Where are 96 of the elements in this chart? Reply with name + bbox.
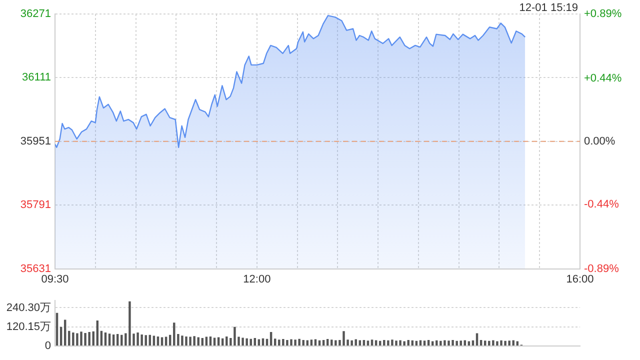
bar	[177, 334, 180, 346]
bar	[310, 340, 313, 346]
bar	[181, 336, 184, 346]
y2-tick-label: -0.89%	[584, 262, 620, 275]
bar	[350, 340, 353, 346]
y-tick-label: 35791	[20, 199, 51, 212]
bar	[322, 340, 325, 346]
bar	[342, 331, 345, 346]
bar	[431, 341, 434, 346]
bar	[140, 334, 143, 346]
bar	[290, 339, 292, 346]
bar	[84, 332, 86, 346]
bar	[108, 334, 111, 346]
bar	[234, 326, 236, 346]
bar	[270, 332, 272, 346]
bar	[407, 340, 410, 346]
bar	[496, 341, 498, 346]
bar	[156, 336, 160, 346]
y-tick-label: 35951	[20, 135, 51, 148]
y-tick-label: 240.30万	[6, 302, 51, 314]
chart-subtitle: 12-01 15:19	[519, 2, 578, 14]
bar	[444, 340, 446, 346]
bar	[448, 340, 450, 346]
y-tick-label: 36271	[20, 8, 51, 20]
bar	[56, 312, 58, 346]
y2-tick-label: 0.00%	[584, 135, 616, 148]
bar	[366, 340, 370, 346]
bar	[173, 322, 176, 346]
bar	[226, 336, 228, 346]
y-tick-label: 36111	[22, 72, 51, 84]
y-tick-label: 120.15万	[6, 320, 51, 333]
x-tick-label: 16:00	[566, 273, 594, 286]
bar	[254, 338, 256, 346]
bar	[274, 338, 276, 346]
bar	[185, 336, 188, 346]
bar	[452, 340, 454, 346]
x-tick-label: 09:30	[41, 273, 69, 286]
bar	[399, 340, 402, 346]
y2-tick-label: +0.89%	[584, 8, 622, 20]
bar	[116, 334, 119, 346]
bar	[370, 340, 374, 346]
bar	[334, 340, 337, 346]
bar	[440, 340, 442, 346]
bar	[403, 341, 406, 346]
bar	[242, 338, 244, 346]
bar	[278, 340, 280, 346]
bar	[508, 340, 510, 346]
bar	[500, 340, 502, 346]
bar	[136, 332, 139, 346]
bar	[294, 340, 296, 346]
y2-tick-label: -0.44%	[584, 198, 620, 210]
bar	[484, 340, 486, 346]
bar	[128, 301, 131, 346]
bar	[96, 320, 99, 346]
bar	[492, 340, 494, 346]
bar	[387, 340, 390, 346]
bar	[427, 340, 430, 346]
bar	[217, 337, 220, 346]
x-tick-label: 12:00	[243, 273, 271, 286]
y-tick-label: 0	[44, 340, 51, 352]
bar	[201, 338, 204, 346]
bar	[456, 340, 458, 346]
bar	[468, 341, 470, 346]
bar	[189, 336, 192, 346]
bar	[76, 333, 78, 346]
bar	[391, 340, 394, 346]
bar	[383, 340, 386, 346]
bar	[213, 338, 216, 346]
bar	[395, 340, 398, 346]
bar	[423, 340, 426, 346]
bar	[72, 332, 74, 346]
bar	[326, 338, 329, 346]
bar	[504, 340, 506, 346]
y-tick-label: 35631	[20, 262, 51, 275]
bar	[480, 340, 482, 346]
bar	[197, 337, 200, 346]
bar	[160, 337, 164, 346]
bar	[298, 338, 300, 346]
bar	[246, 338, 248, 346]
bar	[302, 340, 304, 346]
bar	[286, 340, 288, 346]
bar	[282, 338, 284, 346]
bar	[104, 332, 107, 346]
y2-tick-label: +0.44%	[584, 72, 622, 84]
bar	[193, 336, 196, 346]
bar	[516, 341, 519, 346]
bar	[209, 336, 212, 346]
bar	[362, 340, 366, 346]
bar	[80, 332, 82, 346]
bar	[112, 334, 115, 346]
bar	[460, 340, 462, 346]
bar	[144, 335, 147, 346]
bar	[64, 320, 66, 346]
bar	[330, 340, 333, 346]
bar	[60, 326, 62, 346]
bar	[88, 332, 90, 346]
